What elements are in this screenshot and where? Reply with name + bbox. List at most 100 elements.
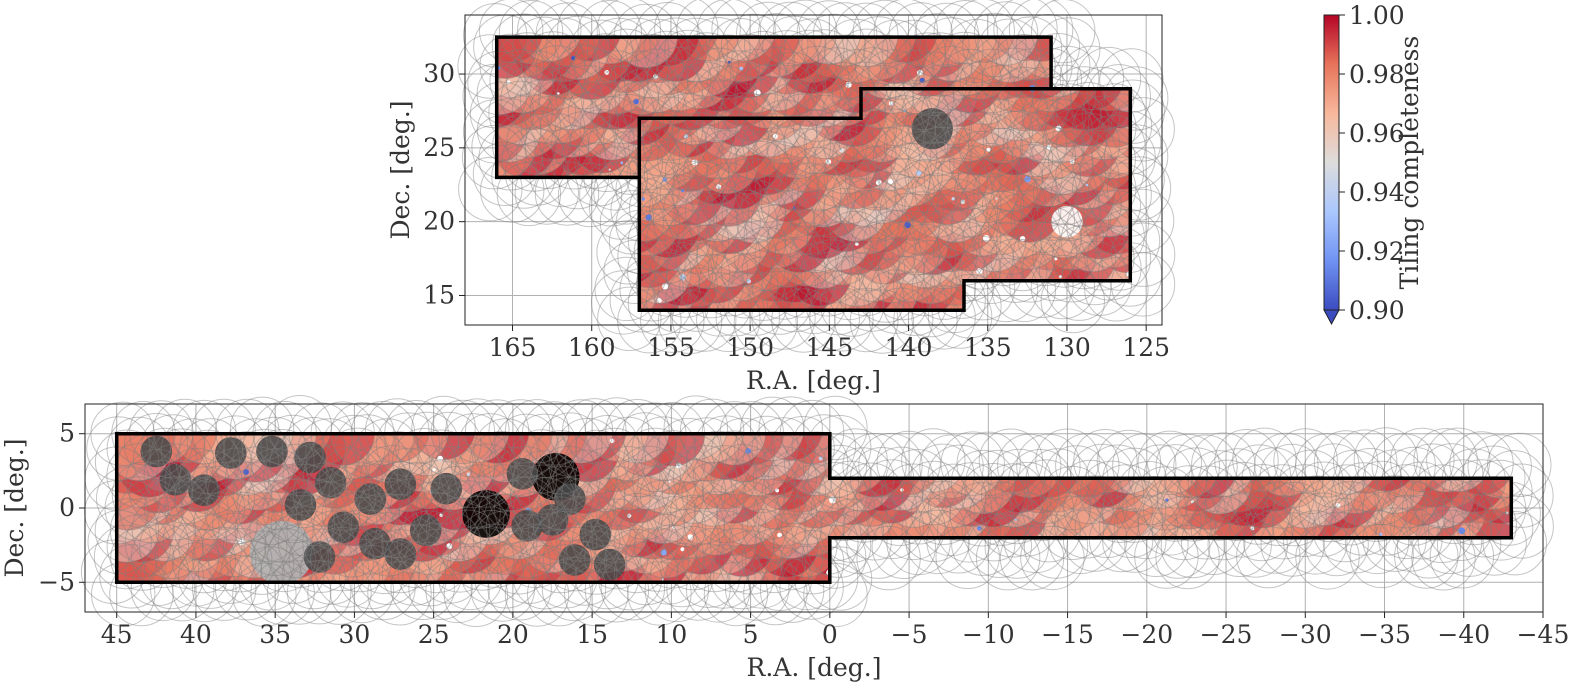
tile-outline xyxy=(551,44,617,110)
tile-outline xyxy=(1113,494,1179,560)
tile-outline xyxy=(731,256,796,321)
tile-outline xyxy=(1330,491,1396,556)
tile-outline xyxy=(1011,124,1077,189)
tile-outline xyxy=(904,141,969,207)
tile-outline xyxy=(404,528,470,594)
tile-outline xyxy=(519,508,584,574)
tile-outline xyxy=(802,462,868,527)
tile-outline xyxy=(504,141,570,206)
tile-outline xyxy=(552,449,617,514)
tile-outline xyxy=(922,109,988,175)
low-completeness-speck xyxy=(951,197,955,201)
low-completeness-speck xyxy=(1055,125,1062,132)
x-tick-label: 150 xyxy=(726,333,774,362)
tile-outline xyxy=(524,45,589,110)
tile-outline xyxy=(172,557,237,623)
tile-outline xyxy=(854,258,919,323)
tile-outline xyxy=(742,76,807,142)
tile-outline xyxy=(494,413,559,478)
low-completeness-speck xyxy=(919,77,925,83)
tile-outline xyxy=(809,221,874,286)
tile-outline xyxy=(1055,82,1121,147)
tile-outline xyxy=(642,76,707,141)
tile-outline xyxy=(564,561,629,627)
low-completeness-speck xyxy=(557,92,560,95)
tile-outline xyxy=(1038,238,1104,303)
tile-outline xyxy=(1040,465,1105,531)
tile-outline xyxy=(927,284,993,349)
tile-outline xyxy=(758,494,823,559)
tile-outline xyxy=(594,28,659,93)
tile-outline xyxy=(586,17,652,83)
tile-outline xyxy=(315,543,380,608)
tile-outline xyxy=(445,495,510,560)
masked-region xyxy=(558,544,591,576)
tile-outline xyxy=(743,560,808,626)
tile-outline xyxy=(664,209,730,275)
tile-outline xyxy=(774,480,839,545)
tile-outline xyxy=(295,481,361,546)
tile-outline xyxy=(1151,495,1217,561)
tile-outline xyxy=(763,146,829,212)
tile-outline xyxy=(1223,513,1288,578)
tile-outline xyxy=(983,479,1049,545)
tile-outline xyxy=(832,124,897,190)
masked-region xyxy=(409,514,442,547)
low-completeness-speck xyxy=(775,488,779,493)
masked-region xyxy=(314,466,347,499)
tile-outline xyxy=(653,253,718,318)
tile-outline xyxy=(1045,92,1110,157)
tile-outline xyxy=(614,97,680,162)
tile-outline xyxy=(504,562,570,627)
x-tick-label: 130 xyxy=(1043,333,1091,362)
tile-outline xyxy=(759,558,825,623)
colorbar-tick-label: 0.92 xyxy=(1349,237,1405,266)
tile-outline xyxy=(762,15,827,81)
low-completeness-speck xyxy=(829,496,836,504)
tile-outline xyxy=(430,399,496,465)
tile-outline xyxy=(1279,449,1344,514)
tile-outline xyxy=(164,447,230,513)
tile-outline xyxy=(736,93,801,158)
tile-outline xyxy=(1481,450,1547,515)
tile-outline xyxy=(758,396,823,461)
tile-outline xyxy=(880,176,945,241)
tile-outline xyxy=(111,461,177,527)
tile-outline xyxy=(812,2,878,67)
tile-outline xyxy=(1468,459,1533,525)
tile-outline xyxy=(496,513,562,579)
tile-outline xyxy=(457,480,522,546)
tile-outline xyxy=(94,498,160,563)
low-completeness-speck xyxy=(746,278,752,284)
masked-region xyxy=(384,538,417,570)
tile-outline xyxy=(773,128,838,193)
tile-outline xyxy=(534,161,600,226)
tile-outline xyxy=(801,13,866,79)
tile-outline xyxy=(741,174,806,239)
x-tick-label: −40 xyxy=(1437,620,1490,649)
tile-outline xyxy=(1122,476,1187,541)
y-tick-label: 30 xyxy=(423,59,455,88)
tile-outline xyxy=(547,497,612,562)
tile-outline xyxy=(723,495,788,560)
tile-outline xyxy=(590,79,655,144)
tile-outline xyxy=(705,175,770,240)
tile-outline xyxy=(1378,507,1443,572)
tile-outline xyxy=(1353,427,1419,492)
tile-outline xyxy=(665,267,730,332)
tile-outline xyxy=(1106,156,1172,221)
tile-outline xyxy=(982,172,1047,238)
tile-outline xyxy=(845,146,910,211)
x-tick-label: 155 xyxy=(647,333,695,362)
tile-outline xyxy=(969,481,1034,546)
tile-outline xyxy=(520,95,586,160)
tile-outline xyxy=(770,416,835,481)
low-completeness-speck xyxy=(772,133,778,139)
tile-outline xyxy=(218,476,283,541)
tile-outline xyxy=(513,477,578,542)
tile-outline xyxy=(1229,496,1294,562)
tile-outline xyxy=(130,556,196,622)
tile-outline xyxy=(988,127,1054,192)
low-completeness-speck xyxy=(900,488,904,492)
tile-outline xyxy=(1374,464,1439,529)
